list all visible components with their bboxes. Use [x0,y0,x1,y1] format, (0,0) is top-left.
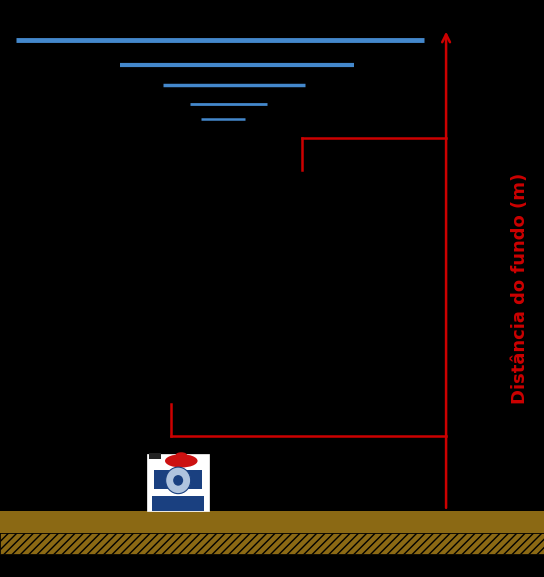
Bar [152,496,205,511]
Ellipse shape [176,452,187,458]
Bar [0,533,544,554]
Circle shape [165,467,190,494]
Ellipse shape [165,454,197,467]
Circle shape [173,475,183,486]
Bar [154,470,202,489]
Bar [0,511,544,533]
Text: Distância do fundo (m): Distância do fundo (m) [510,173,529,404]
Bar [147,454,209,511]
Bar [150,453,160,459]
